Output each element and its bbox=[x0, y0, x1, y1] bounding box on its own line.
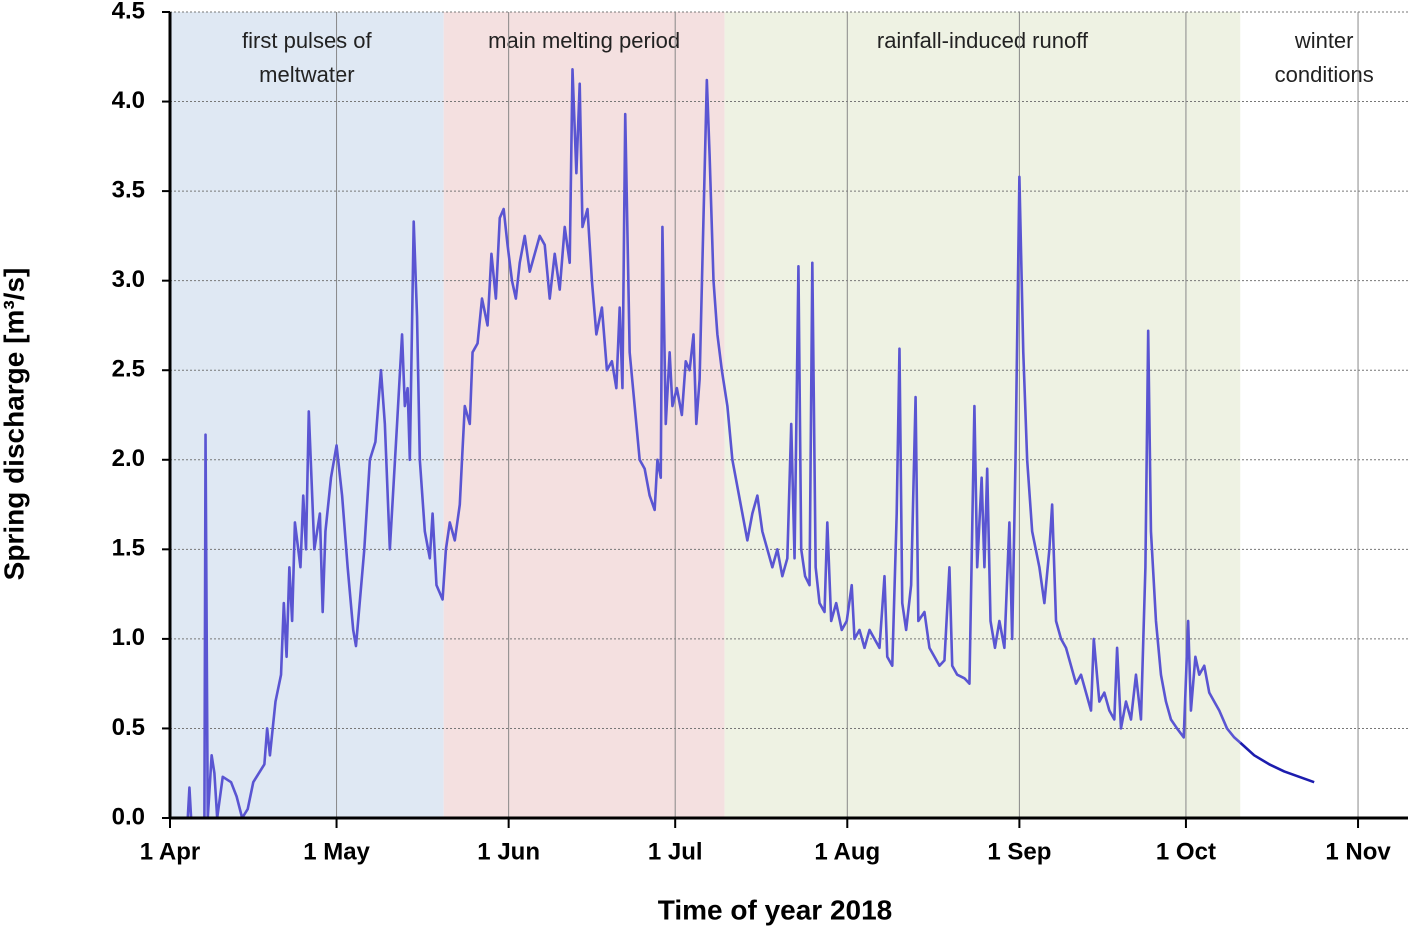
y-tick-label: 4.0 bbox=[112, 87, 145, 114]
period-band bbox=[1240, 12, 1408, 818]
period-label: winter bbox=[1294, 28, 1354, 53]
y-tick-label: 0.0 bbox=[112, 803, 145, 830]
discharge-line bbox=[1239, 741, 1315, 784]
y-tick-label: 4.5 bbox=[112, 0, 145, 24]
period-band bbox=[443, 12, 725, 818]
period-band bbox=[724, 12, 1241, 818]
period-band bbox=[170, 12, 444, 818]
y-axis-title: Spring discharge [m³/s] bbox=[0, 268, 29, 581]
x-tick-label: 1 May bbox=[303, 838, 370, 865]
x-tick-label: 1 Jul bbox=[648, 838, 703, 865]
y-tick-label: 2.5 bbox=[112, 356, 145, 383]
lines bbox=[170, 68, 1315, 820]
period-label: meltwater bbox=[259, 62, 354, 87]
x-tick-label: 1 Jun bbox=[477, 838, 540, 865]
axes: 0.0 0.5 1.0 1.5 2.0 2.5 3.0 3.5 4.0 4.5 1 Apr 1 May… bbox=[112, 0, 1408, 865]
x-tick-label: 1 Aug bbox=[814, 838, 880, 865]
x-axis-title: Time of year 2018 bbox=[658, 894, 893, 925]
y-tick-label: 1.5 bbox=[112, 535, 145, 562]
y-tick-label: 3.5 bbox=[112, 176, 145, 203]
y-tick-label: 2.0 bbox=[112, 445, 145, 472]
period-label: main melting period bbox=[488, 28, 680, 53]
y-tick-label: 1.0 bbox=[112, 624, 145, 651]
x-tick-label: 1 Oct bbox=[1156, 838, 1216, 865]
y-tick-label: 0.5 bbox=[112, 714, 145, 741]
x-tick-label: 1 Nov bbox=[1325, 838, 1391, 865]
period-label: conditions bbox=[1275, 62, 1374, 87]
regions: first pulses of meltwater main melting per… bbox=[170, 12, 1408, 818]
period-label: first pulses of bbox=[242, 28, 372, 53]
y-tick-label: 3.0 bbox=[112, 266, 145, 293]
discharge-line bbox=[170, 68, 1242, 820]
period-label: rainfall-induced runoff bbox=[877, 28, 1089, 53]
x-tick-label: 1 Sep bbox=[987, 838, 1051, 865]
x-tick-label: 1 Apr bbox=[140, 838, 200, 865]
